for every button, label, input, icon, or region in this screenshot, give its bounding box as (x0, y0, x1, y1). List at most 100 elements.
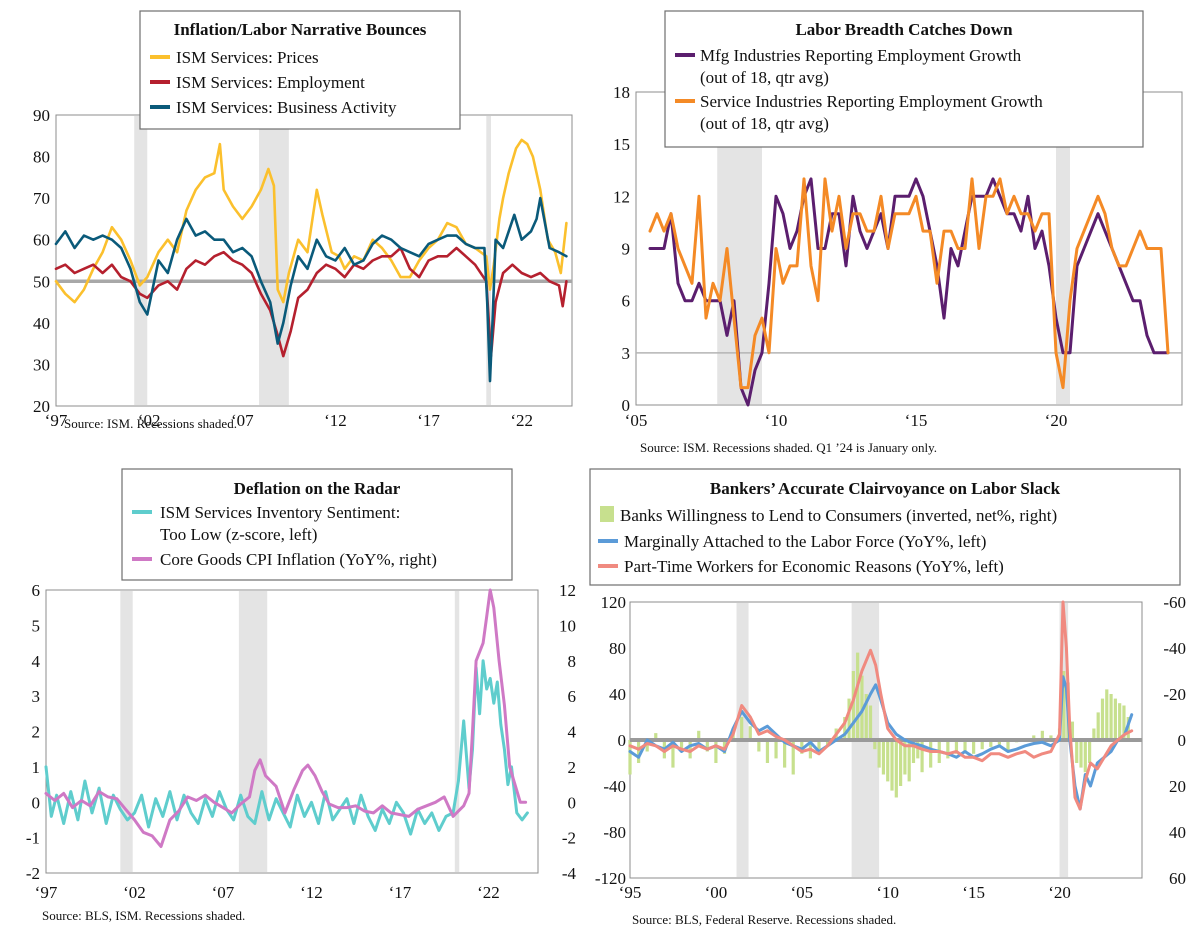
x-tick-label: ‘17 (417, 411, 440, 430)
y-axis-ticks-4: -120 -80 -40 0 40 80 120 (595, 593, 626, 888)
y2-tick-label: -60 (1163, 593, 1186, 612)
y-tick-label: 15 (613, 135, 630, 154)
bar-mark (1092, 728, 1096, 740)
bar-mark (714, 740, 718, 763)
bar-mark (1105, 689, 1109, 740)
x-tick-label: ‘05 (625, 411, 648, 430)
bar-mark (864, 694, 868, 740)
y2-tick-label: 0 (1178, 731, 1187, 750)
x-tick-label: ‘97 (35, 883, 58, 902)
x-tick-label: ‘20 (1045, 411, 1068, 430)
x-tick-label: ‘97 (45, 411, 68, 430)
legend-label-marginally: Marginally Attached to the Labor Force (… (624, 532, 986, 551)
legend-box-1 (139, 10, 461, 130)
x-tick-label: ‘10 (765, 411, 788, 430)
recession-band (259, 116, 289, 405)
y-tick-label: 70 (33, 189, 50, 208)
chart-title-1: Inflation/Labor Narrative Bounces (174, 20, 427, 39)
x-tick-label: ‘07 (231, 411, 254, 430)
bar-mark (1079, 740, 1083, 768)
bar-mark (907, 740, 911, 782)
bar-mark (860, 675, 864, 740)
x-tick-label: ‘22 (477, 883, 500, 902)
bar-mark (697, 730, 701, 740)
legend-box-4 (589, 468, 1181, 586)
legend-label-svc: Service Industries Reporting Employment … (700, 92, 1043, 111)
legend-label-inventory-units: Too Low (z-score, left) (160, 525, 317, 544)
bar-mark (856, 652, 860, 740)
bar-mark (946, 740, 950, 759)
bar-mark (1032, 735, 1036, 740)
y2-tick-label: 12 (559, 581, 576, 600)
y-tick-label: 20 (33, 397, 50, 416)
legend-label-mfg: Mfg Industries Reporting Employment Grow… (700, 46, 1022, 65)
series-line-ism_prices (54, 138, 568, 304)
y-tick-label: 18 (613, 83, 630, 102)
chart-title-2: Labor Breadth Catches Down (795, 20, 1013, 39)
y-tick-label: 5 (32, 616, 41, 635)
series-lines-3 (44, 588, 529, 848)
y-tick-label: 6 (622, 292, 631, 311)
y-tick-label: -80 (603, 823, 626, 842)
y-tick-label: -1 (26, 829, 40, 848)
legend-label-banks: Banks Willingness to Lend to Consumers (… (620, 506, 1057, 525)
bar-mark (929, 740, 933, 768)
bar-mark (817, 740, 821, 750)
y-tick-label: 80 (33, 148, 50, 167)
panel-ism-narrative: 20 30 40 50 60 70 80 90 ‘97 ‘02 ‘07 ‘12 ‘17 ‘22 Sour… (33, 10, 573, 431)
legend-label-business: ISM Services: Business Activity (176, 98, 397, 117)
bar-mark (1087, 740, 1092, 763)
legend-label-employment: ISM Services: Employment (176, 73, 365, 92)
bar-mark (847, 698, 851, 740)
x-tick-label: ‘05 (790, 883, 813, 902)
legend-label-coregoods: Core Goods CPI Inflation (YoY%, right) (160, 550, 437, 569)
bar-mark (1075, 740, 1079, 763)
y-tick-label: 9 (622, 240, 631, 259)
bar-mark (899, 740, 903, 786)
source-note-4: Source: BLS, Federal Reserve. Recessions… (632, 912, 896, 927)
x-tick-label: ‘12 (300, 883, 323, 902)
legend-4: Bankers’ Accurate Clairvoyance on Labor … (589, 468, 1181, 586)
x-tick-label: ‘02 (123, 883, 146, 902)
x-tick-label: ‘17 (389, 883, 412, 902)
bar-mark (783, 740, 787, 768)
x-tick-label: ‘02 (138, 411, 161, 430)
y-axis-ticks-2: 0 3 6 9 12 15 18 (613, 83, 630, 415)
bar-mark (954, 740, 959, 754)
legend-3: Deflation on the Radar ISM Services Inve… (121, 468, 513, 581)
x-tick-label: ‘00 (705, 883, 728, 902)
bar-mark (671, 740, 675, 768)
y-tick-label: 80 (609, 639, 626, 658)
bar-mark (1062, 671, 1066, 740)
bar-mark (963, 740, 967, 752)
bar-mark (911, 740, 916, 763)
bar-mark (903, 740, 907, 775)
y-axis-ticks-1: 20 30 40 50 60 70 80 90 (33, 106, 50, 416)
y2-tick-label: -4 (562, 864, 577, 883)
series-line-ism_business (54, 196, 568, 383)
y-tick-label: 4 (32, 652, 41, 671)
y2-tick-label: -2 (562, 829, 576, 848)
bar-mark (1096, 712, 1100, 740)
bar-mark (791, 740, 795, 775)
bar-mark (997, 740, 1001, 745)
x-tick-label: ‘07 (212, 883, 235, 902)
bar-mark (881, 740, 886, 775)
legend-label-parttime: Part-Time Workers for Economic Reasons (… (624, 557, 1004, 576)
x-tick-label: ‘10 (876, 883, 899, 902)
x-axis-ticks-1: ‘97 ‘02 ‘07 ‘12 ‘17 ‘22 (45, 411, 533, 430)
series-line-parttime (628, 600, 1134, 811)
bar-mark (843, 717, 847, 740)
y-tick-label: 12 (613, 187, 630, 206)
y-tick-label: 90 (33, 106, 50, 125)
recession-shading-1 (134, 116, 491, 405)
y-tick-label: 40 (609, 685, 626, 704)
y2-tick-label: 40 (1169, 823, 1186, 842)
recession-band (454, 591, 460, 872)
bar-mark (1100, 698, 1105, 740)
legend-label-prices: ISM Services: Prices (176, 48, 319, 67)
y-tick-label: 50 (33, 272, 50, 291)
legend-box-2 (664, 10, 1144, 148)
y-tick-label: 2 (32, 723, 41, 742)
series-lines-4 (628, 600, 1134, 811)
